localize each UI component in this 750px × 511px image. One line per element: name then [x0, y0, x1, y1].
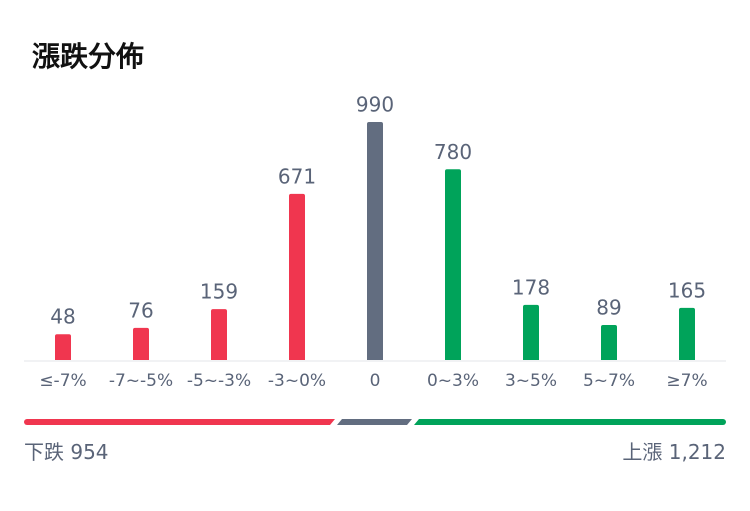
value-label: 165	[668, 278, 706, 302]
bar	[367, 122, 383, 360]
up-label: 上漲	[622, 440, 662, 464]
chart-title: 漲跌分佈	[32, 40, 144, 73]
bar	[445, 169, 461, 360]
flat-segment	[337, 419, 412, 425]
bar	[523, 304, 539, 360]
up-value: 1,212	[669, 440, 726, 464]
bar	[289, 193, 305, 360]
down-segment	[24, 419, 335, 425]
x-tick-label: 0~3%	[427, 371, 479, 391]
bar	[55, 334, 71, 360]
value-label: 671	[278, 164, 316, 188]
x-tick-label: ≤-7%	[39, 371, 86, 391]
x-tick-label: 5~7%	[583, 371, 635, 391]
x-tick-label: 3~5%	[505, 371, 557, 391]
bar	[601, 324, 617, 360]
bar	[211, 309, 227, 360]
down-label: 下跌	[24, 440, 64, 464]
up-segment	[414, 419, 726, 425]
bar	[133, 327, 149, 360]
x-tick-label: -5~-3%	[187, 371, 251, 391]
down-value: 954	[70, 440, 108, 464]
value-label: 990	[356, 93, 394, 117]
x-tick-label: ≥7%	[666, 371, 707, 391]
value-label: 48	[50, 305, 75, 329]
value-label: 159	[200, 280, 238, 304]
x-tick-label: -3~0%	[268, 371, 326, 391]
value-label: 76	[128, 298, 153, 322]
up-summary: 上漲 1,212	[622, 440, 726, 464]
value-label: 178	[512, 275, 550, 299]
bar	[679, 307, 695, 360]
value-label: 780	[434, 140, 472, 164]
x-tick-label: -7~-5%	[109, 371, 173, 391]
down-summary: 下跌 954	[24, 440, 109, 464]
value-label: 89	[596, 295, 621, 319]
x-tick-label: 0	[370, 371, 381, 391]
